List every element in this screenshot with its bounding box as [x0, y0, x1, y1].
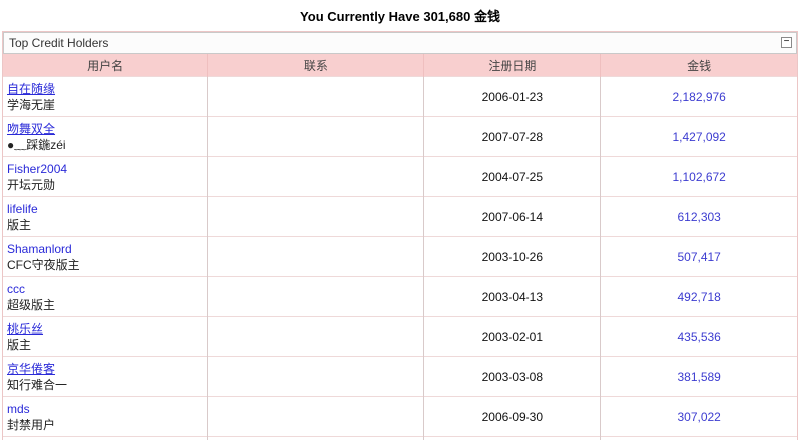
- table-row: Fisher2004 开坛元勋 2004-07-25 1,102,672: [3, 156, 797, 197]
- money-value: 612,303: [600, 196, 797, 237]
- contact-cell: [207, 276, 424, 317]
- table-row: zhangmiao13 小怪兽 2010-10-05 301,680: [3, 436, 797, 440]
- register-date: 2007-06-14: [423, 196, 601, 237]
- table-header-row: 用户名 联系 注册日期 金钱: [3, 54, 797, 77]
- username-link[interactable]: lifelife: [7, 201, 38, 216]
- money-value: 492,718: [600, 276, 797, 317]
- username-cell: mds 封禁用户: [3, 396, 208, 437]
- username-cell: 桃乐丝 版主: [3, 316, 208, 357]
- panel-title: Top Credit Holders: [9, 36, 109, 50]
- register-date: 2007-07-28: [423, 116, 601, 157]
- register-date: 2004-07-25: [423, 156, 601, 197]
- username-cell: lifelife 版主: [3, 196, 208, 237]
- username-cell: 京华倦客 知行难合一: [3, 356, 208, 397]
- table-row: 桃乐丝 版主 2003-02-01 435,536: [3, 316, 797, 357]
- collapse-icon[interactable]: −: [781, 37, 792, 48]
- user-subtitle: 开坛元勋: [7, 177, 56, 192]
- username-cell: ccc 超级版主: [3, 276, 208, 317]
- user-subtitle: 版主: [7, 337, 32, 352]
- column-header-contact: 联系: [207, 54, 424, 77]
- user-subtitle: 封禁用户: [7, 417, 56, 432]
- page-title: You Currently Have 301,680 金钱: [300, 9, 500, 24]
- contact-cell: [207, 316, 424, 357]
- username-link[interactable]: ccc: [7, 281, 25, 296]
- user-subtitle: 知行难合一: [7, 377, 68, 392]
- money-value: 307,022: [600, 396, 797, 437]
- user-subtitle: 超级版主: [7, 297, 56, 312]
- contact-cell: [207, 116, 424, 157]
- contact-cell: [207, 356, 424, 397]
- user-subtitle: ●﹏踩鍦zéi: [7, 137, 66, 152]
- username-cell: zhangmiao13 小怪兽: [3, 436, 208, 440]
- register-date: 2003-02-01: [423, 316, 601, 357]
- register-date: 2003-04-13: [423, 276, 601, 317]
- register-date: 2003-10-26: [423, 236, 601, 277]
- money-value: 381,589: [600, 356, 797, 397]
- money-value: 2,182,976: [600, 76, 797, 117]
- top-credit-holders-panel: Top Credit Holders − 用户名 联系 注册日期 金钱 自在随缘…: [2, 31, 798, 440]
- table-row: 吻舞双全 ●﹏踩鍦zéi 2007-07-28 1,427,092: [3, 116, 797, 157]
- money-value: 301,680: [600, 436, 797, 440]
- user-subtitle: CFC守夜版主: [7, 257, 80, 272]
- username-link[interactable]: Shamanlord: [7, 241, 72, 256]
- credit-holders-table: 用户名 联系 注册日期 金钱 自在随缘 学海无崖 2006-01-23 2,18…: [3, 54, 797, 440]
- register-date: 2006-09-30: [423, 396, 601, 437]
- money-value: 1,427,092: [600, 116, 797, 157]
- table-row: mds 封禁用户 2006-09-30 307,022: [3, 396, 797, 437]
- contact-cell: [207, 76, 424, 117]
- table-row: Shamanlord CFC守夜版主 2003-10-26 507,417: [3, 236, 797, 277]
- username-cell: 吻舞双全 ●﹏踩鍦zéi: [3, 116, 208, 157]
- register-date: 2006-01-23: [423, 76, 601, 117]
- money-value: 507,417: [600, 236, 797, 277]
- column-header-money: 金钱: [600, 54, 797, 77]
- money-value: 435,536: [600, 316, 797, 357]
- register-date: 2003-03-08: [423, 356, 601, 397]
- column-header-username: 用户名: [3, 54, 208, 77]
- username-link[interactable]: mds: [7, 401, 30, 416]
- contact-cell: [207, 396, 424, 437]
- column-header-register-date: 注册日期: [423, 54, 601, 77]
- register-date: 2010-10-05: [423, 436, 601, 440]
- contact-cell: [207, 196, 424, 237]
- table-row: 京华倦客 知行难合一 2003-03-08 381,589: [3, 356, 797, 397]
- money-value: 1,102,672: [600, 156, 797, 197]
- user-subtitle: 版主: [7, 217, 32, 232]
- table-row: lifelife 版主 2007-06-14 612,303: [3, 196, 797, 237]
- username-cell: 自在随缘 学海无崖: [3, 76, 208, 117]
- panel-titlebar: Top Credit Holders −: [3, 32, 797, 54]
- username-link[interactable]: Fisher2004: [7, 161, 68, 176]
- username-cell: Shamanlord CFC守夜版主: [3, 236, 208, 277]
- contact-cell: [207, 236, 424, 277]
- table-row: ccc 超级版主 2003-04-13 492,718: [3, 276, 797, 317]
- username-link[interactable]: 京华倦客: [7, 361, 56, 376]
- user-subtitle: 学海无崖: [7, 97, 56, 112]
- username-cell: Fisher2004 开坛元勋: [3, 156, 208, 197]
- contact-cell: [207, 436, 424, 440]
- contact-cell: [207, 156, 424, 197]
- username-link[interactable]: 自在随缘: [7, 81, 56, 96]
- username-link[interactable]: 桃乐丝: [7, 321, 44, 336]
- table-row: 自在随缘 学海无崖 2006-01-23 2,182,976: [3, 76, 797, 117]
- username-link[interactable]: 吻舞双全: [7, 121, 56, 136]
